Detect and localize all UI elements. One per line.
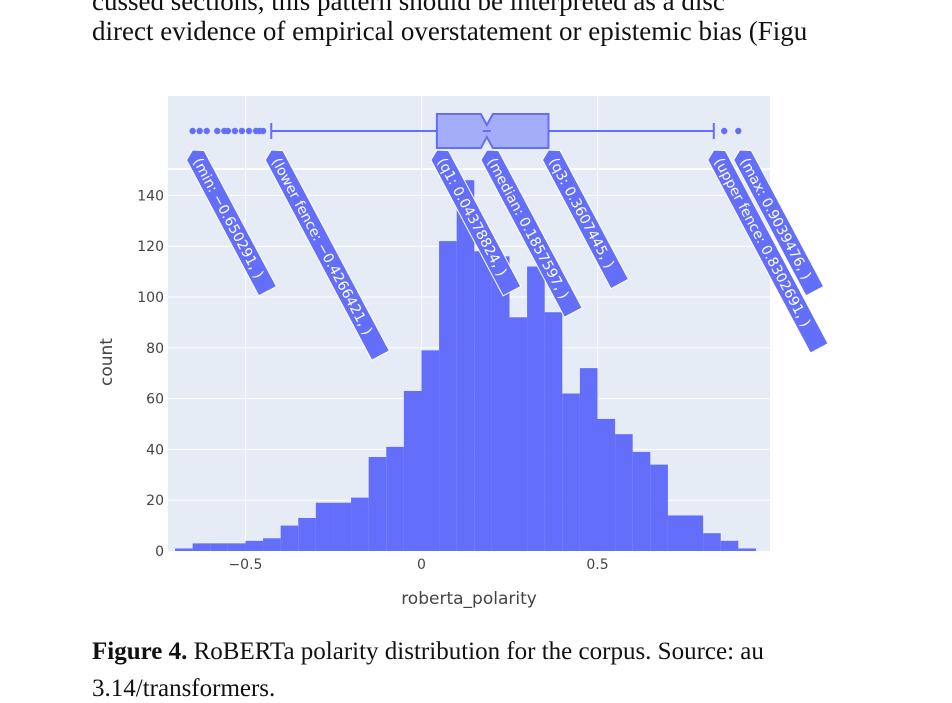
box-outlier-point xyxy=(214,127,221,135)
histogram-bar xyxy=(667,515,686,551)
histogram-bar xyxy=(720,540,739,551)
histogram-bar xyxy=(632,451,651,551)
histogram-bar xyxy=(703,533,721,551)
hover-label-box xyxy=(733,149,825,297)
caption-text: RoBERTa polarity distribution for the co… xyxy=(187,638,764,665)
hover-label-box xyxy=(541,149,630,290)
box-outlier-point xyxy=(224,127,232,135)
box-iqr xyxy=(435,113,550,149)
histogram-bar xyxy=(210,543,228,551)
y-tick-label: 120 xyxy=(137,239,164,255)
hover-label-box xyxy=(430,149,522,297)
histogram-bar xyxy=(298,517,316,551)
y-tick-label: 20 xyxy=(146,493,164,509)
histogram-bar xyxy=(474,251,492,551)
histogram-bar xyxy=(562,393,580,551)
hover-label-box xyxy=(185,149,278,297)
polarity-histogram-figure: (min: −0.650291, ) (lower fence: −0.42664… xyxy=(97,96,829,609)
histogram-bar xyxy=(351,497,369,551)
box-outlier-point xyxy=(189,127,196,135)
histogram-bar xyxy=(544,312,563,551)
body-text-line-1: cussed sections, this pattern should be … xyxy=(92,0,725,16)
hover-label-box xyxy=(480,149,583,318)
histogram-bar xyxy=(650,464,668,551)
histogram-bar xyxy=(280,525,299,551)
figure-caption: Figure 4. RoBERTa polarity distribution … xyxy=(92,638,764,666)
box-outlier-point xyxy=(196,127,203,135)
box-outlier-point xyxy=(245,127,253,135)
hover-label-box xyxy=(264,149,391,361)
hover-label-box xyxy=(707,149,829,354)
box-outlier-point xyxy=(231,127,239,135)
caption-label: Figure 4. xyxy=(92,638,188,665)
histogram-bar xyxy=(386,446,404,551)
histogram-bar xyxy=(491,256,510,551)
x-tick-label: −0.5 xyxy=(228,557,262,573)
y-axis-label: count xyxy=(97,338,117,386)
histogram-bar xyxy=(615,434,633,551)
x-tick-label: 0.5 xyxy=(586,557,608,573)
histogram-bar xyxy=(579,368,598,551)
histogram-bar xyxy=(439,241,457,551)
box-outlier-point xyxy=(203,127,210,135)
histogram-bar xyxy=(738,548,756,551)
x-axis-label: roberta_polarity xyxy=(401,589,537,609)
histogram-bar xyxy=(192,543,211,551)
figure-caption-line-2: 3.14/transformers. xyxy=(92,675,276,702)
histogram-bar xyxy=(368,457,387,551)
y-tick-label: 80 xyxy=(146,341,164,357)
histogram-bar xyxy=(509,317,528,551)
y-tick-label: 40 xyxy=(146,442,164,458)
histogram-bar xyxy=(263,538,281,551)
y-tick-label: 140 xyxy=(137,188,164,204)
histogram-bar xyxy=(175,548,193,551)
histogram-bar xyxy=(456,180,475,551)
body-text-line-2: direct evidence of empirical overstateme… xyxy=(92,16,808,46)
box-outlier-point xyxy=(735,127,742,135)
x-tick-label: 0 xyxy=(417,557,426,573)
y-tick-label: 100 xyxy=(137,290,164,306)
histogram-bar xyxy=(245,540,264,551)
histogram-bar xyxy=(685,515,704,551)
box-outlier-point xyxy=(238,127,246,135)
y-tick-label: 0 xyxy=(155,544,164,560)
histogram-bar xyxy=(403,390,422,551)
histogram-bar xyxy=(227,543,246,551)
box-outlier-point xyxy=(259,127,267,135)
histogram-bar xyxy=(315,502,334,551)
histogram-bar xyxy=(421,350,440,551)
histogram-bar xyxy=(597,418,616,551)
histogram-bar xyxy=(527,266,545,551)
y-tick-label: 60 xyxy=(146,392,164,408)
box-outlier-point xyxy=(721,127,728,135)
histogram-bar xyxy=(333,502,352,551)
